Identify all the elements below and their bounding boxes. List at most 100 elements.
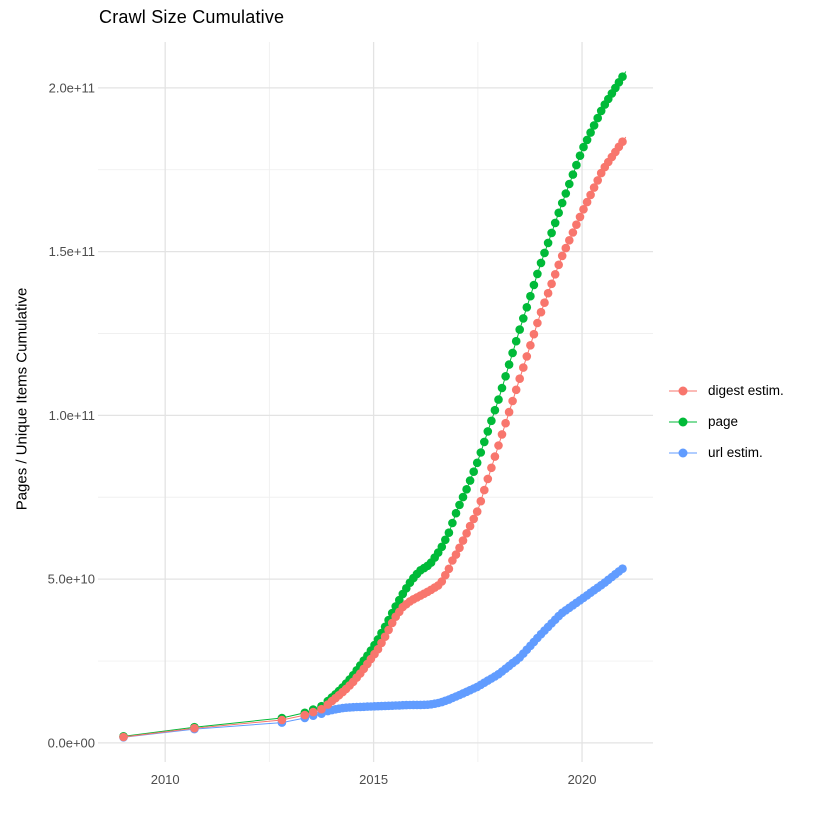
data-point-digest [377,638,386,648]
legend-label: digest estim. [708,383,784,398]
data-point-digest [511,385,521,395]
data-point-digest [561,243,571,253]
legend-label: page [708,414,739,429]
data-point-digest [526,341,535,350]
data-point-digest [277,715,287,725]
data-point-page [554,208,563,218]
data-point-page [593,113,602,123]
data-point-page [490,405,500,415]
data-point-page [508,348,517,358]
y-tick-label: 1.5e+11 [49,244,95,259]
legend-key-marker-page [668,415,698,429]
data-point-page [441,535,450,545]
data-point-digest [373,644,383,654]
data-point-page [547,228,556,238]
data-point-page [596,106,606,116]
y-tick-label: 5.0e+10 [48,572,95,587]
data-point-digest [455,543,464,553]
data-point-digest [557,251,567,261]
data-point-digest [504,407,514,417]
data-point-page [455,500,464,510]
data-point-digest [543,288,553,298]
data-point-page [526,291,535,301]
data-point-digest [575,212,585,222]
data-point-digest [497,430,507,439]
data-point-digest [451,550,461,559]
data-point-page [448,518,457,528]
legend-key-dot [678,386,688,395]
data-point-digest [441,570,450,580]
data-point-page [540,248,549,258]
data-point-digest [547,279,556,289]
data-point-page [550,218,560,228]
legend-key-marker-url [668,446,698,460]
data-point-digest [536,307,546,317]
data-point-digest [483,474,493,484]
data-point-page [444,528,454,537]
legend-item-url: url estim. [668,437,784,468]
data-point-page [519,314,528,323]
data-point-digest [519,363,528,372]
data-point-page [568,170,578,179]
data-point-page [582,135,592,145]
data-point-page [472,458,482,468]
data-point-page [458,492,468,502]
data-point-digest [554,260,563,270]
data-point-page [572,160,581,170]
data-point-page [536,258,546,268]
data-point-digest [494,441,503,450]
data-point-digest [480,485,489,495]
chart-title: Crawl Size Cumulative [99,7,285,27]
data-point-digest [472,507,482,516]
data-point-digest [490,452,500,461]
data-point-digest [550,270,560,279]
y-tick-label: 1.0e+11 [49,408,95,423]
data-point-digest [469,514,479,524]
data-point-digest [317,704,326,714]
data-point-digest [444,564,454,574]
data-point-url [618,564,627,573]
data-point-digest [462,529,471,538]
data-point-page [579,142,588,152]
data-point-page [533,269,542,279]
data-point-page [469,467,479,477]
x-tick-label: 2015 [359,772,388,787]
data-point-page [529,280,539,290]
data-point-digest [515,374,524,384]
data-point-digest [465,521,475,531]
data-point-page [511,336,521,346]
data-point-digest [190,723,199,733]
legend-key-dot [678,448,688,457]
data-point-page [504,360,514,369]
data-point-digest [300,710,310,720]
data-point-page [543,238,553,248]
data-point-digest [508,396,517,406]
data-point-digest [458,536,468,545]
data-point-page [483,427,493,436]
data-point-page [465,476,475,485]
data-point-page [437,542,447,552]
data-point-digest [586,190,595,200]
data-point-digest [437,577,447,586]
data-point-digest [522,352,532,361]
data-point-page [462,485,471,494]
data-point-page [497,383,507,393]
data-point-digest [568,228,578,237]
data-point-page [480,437,489,447]
data-point-page [522,303,532,312]
y-tick-label: 0.0e+00 [48,735,95,750]
x-tick-label: 2010 [151,772,180,787]
data-point-digest [618,137,627,146]
data-point-digest [593,176,602,185]
data-point-page [561,189,571,198]
data-point-digest [565,236,574,245]
data-point-page [565,179,574,189]
data-point-digest [380,632,390,641]
data-point-digest [501,418,510,428]
legend-item-page: page [668,406,784,437]
data-point-page [487,416,496,426]
data-point-page [575,151,585,160]
data-point-digest [119,732,128,742]
